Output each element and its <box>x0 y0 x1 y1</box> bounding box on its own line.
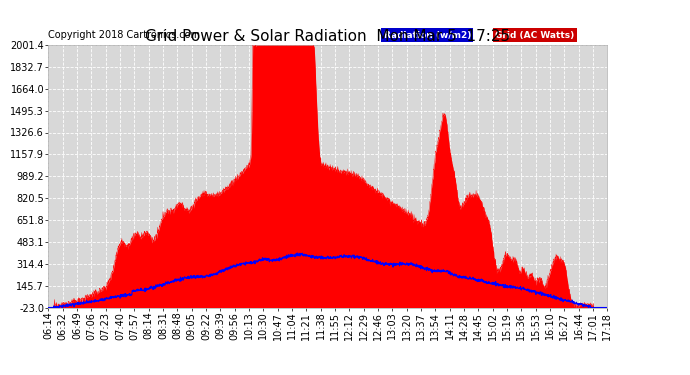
Text: Copyright 2018 Cartronics.com: Copyright 2018 Cartronics.com <box>48 30 200 40</box>
Title: Grid Power & Solar Radiation  Mon Mar 5  17:25: Grid Power & Solar Radiation Mon Mar 5 1… <box>145 29 511 44</box>
Text: Grid (AC Watts): Grid (AC Watts) <box>495 31 575 40</box>
Text: Radiation (w/m2): Radiation (w/m2) <box>384 31 471 40</box>
